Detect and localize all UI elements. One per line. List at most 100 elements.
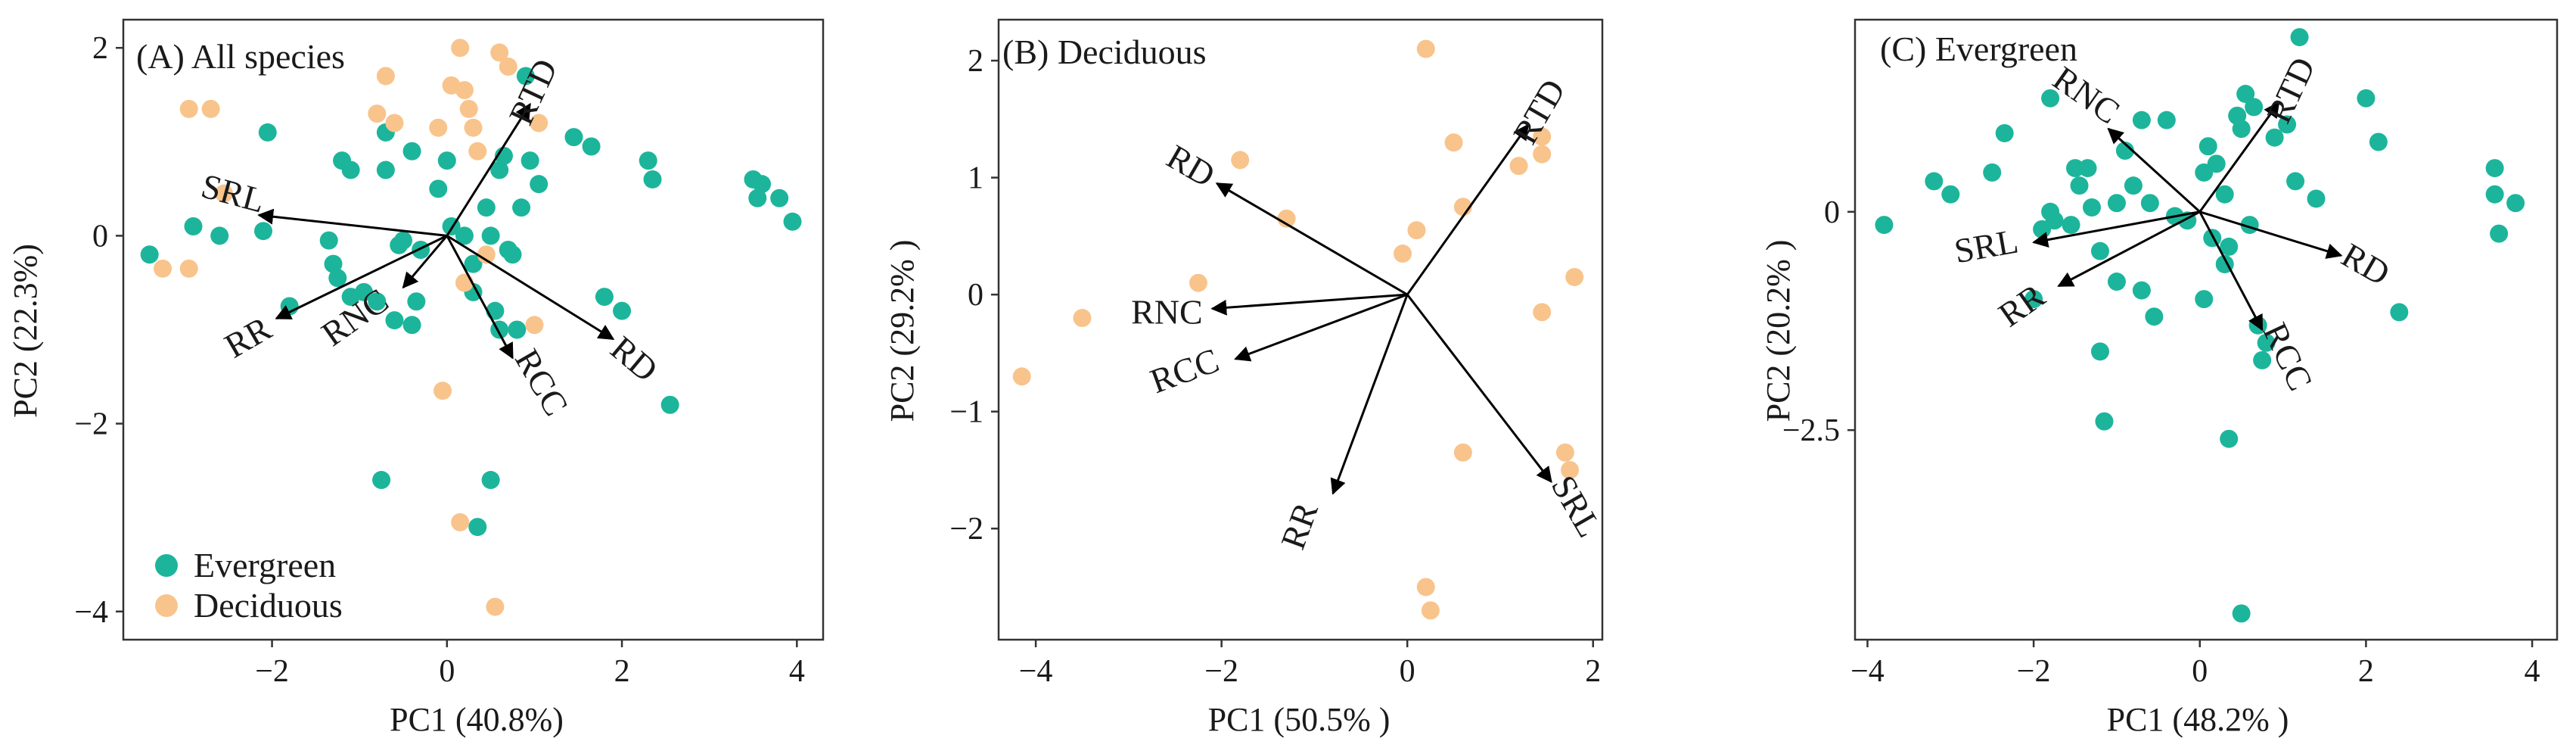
- point-evergreen: [2506, 194, 2525, 213]
- point-deciduous: [1533, 145, 1552, 164]
- y-tick-label: −2: [949, 512, 983, 547]
- point-evergreen: [1875, 216, 1894, 235]
- loading-label-rtd: RTD: [1506, 73, 1573, 151]
- point-evergreen: [2490, 224, 2509, 243]
- point-evergreen: [481, 471, 500, 490]
- point-evergreen: [564, 128, 583, 147]
- x-tick-label: −2: [255, 654, 289, 689]
- x-tick-label: 0: [439, 654, 455, 689]
- point-evergreen: [341, 160, 360, 179]
- point-deciduous: [486, 597, 505, 616]
- point-deciduous: [214, 184, 233, 203]
- x-tick-label: 0: [2192, 654, 2208, 689]
- point-evergreen: [2307, 189, 2326, 208]
- x-axis-title: PC1 (48.2% ): [2107, 701, 2289, 738]
- legend-label-evergreen: Evergreen: [194, 546, 336, 584]
- point-deciduous: [1561, 460, 1580, 479]
- x-tick-label: 2: [2358, 654, 2374, 689]
- point-deciduous: [201, 99, 220, 118]
- loading-arrow-rnc: [402, 235, 448, 289]
- point-deciduous: [1565, 267, 1584, 286]
- point-deciduous: [1509, 157, 1528, 176]
- loading-label-srl: SRL: [1951, 221, 2021, 270]
- loading-arrow-rr: [1330, 294, 1409, 495]
- point-deciduous: [1421, 601, 1440, 620]
- point-evergreen: [2220, 429, 2239, 448]
- point-evergreen: [2115, 142, 2134, 160]
- point-evergreen: [2369, 132, 2388, 151]
- loading-arrow-srl: [1406, 294, 1552, 484]
- point-deciduous: [1444, 133, 1463, 152]
- point-evergreen: [2062, 216, 2080, 235]
- point-evergreen: [2220, 237, 2239, 256]
- point-deciduous: [368, 104, 387, 123]
- y-axis-title: PC2 (29.2% ): [884, 240, 921, 422]
- point-evergreen: [385, 311, 404, 330]
- point-evergreen: [2070, 176, 2089, 195]
- loading-arrow-srl: [257, 208, 447, 237]
- point-evergreen: [770, 188, 789, 207]
- point-evergreen: [503, 245, 522, 264]
- plot-frame: [122, 18, 825, 641]
- point-deciduous: [376, 67, 395, 86]
- point-evergreen: [508, 320, 527, 339]
- point-evergreen: [2257, 333, 2276, 352]
- point-deciduous: [499, 58, 517, 76]
- point-evergreen: [394, 231, 412, 250]
- y-tick-label: 0: [968, 278, 983, 313]
- point-deciduous: [433, 382, 452, 400]
- point-evergreen: [2132, 281, 2151, 300]
- point-evergreen: [582, 137, 601, 156]
- point-deciduous: [1416, 578, 1435, 597]
- point-evergreen: [490, 160, 509, 179]
- loading-arrow-rcc: [446, 235, 514, 360]
- point-evergreen: [1995, 123, 2014, 142]
- point-evergreen: [2082, 198, 2101, 217]
- point-evergreen: [2485, 159, 2504, 178]
- x-tick-label: −4: [1019, 654, 1053, 689]
- point-evergreen: [486, 301, 505, 320]
- point-evergreen: [258, 123, 277, 142]
- point-deciduous: [1407, 221, 1426, 240]
- point-evergreen: [2024, 290, 2043, 309]
- point-evergreen: [184, 217, 203, 235]
- y-tick-label: 1: [968, 161, 983, 196]
- x-tick-label: 2: [614, 654, 630, 689]
- panel-title: (C) Evergreen: [1880, 30, 2077, 68]
- point-evergreen: [2095, 412, 2114, 431]
- point-evergreen: [2253, 351, 2272, 369]
- y-tick-label: −2.5: [1782, 413, 1840, 448]
- point-evergreen: [210, 226, 229, 245]
- point-deciduous: [1012, 367, 1031, 386]
- point-deciduous: [1277, 209, 1296, 228]
- y-tick-label: 0: [92, 219, 108, 254]
- x-tick-label: 2: [1585, 654, 1601, 689]
- loading-arrow-rr: [275, 235, 448, 319]
- point-evergreen: [2265, 128, 2284, 147]
- point-evergreen: [2195, 290, 2214, 309]
- y-axis-title: PC2 (22.3%): [7, 244, 44, 418]
- loading-arrow-rtd: [2198, 101, 2280, 213]
- point-evergreen: [407, 292, 426, 311]
- point-evergreen: [2236, 85, 2255, 104]
- point-evergreen: [748, 188, 767, 207]
- point-deciduous: [154, 259, 172, 278]
- point-evergreen: [324, 254, 343, 273]
- loading-arrow-rcc: [1234, 293, 1408, 362]
- x-tick-label: −2: [1204, 654, 1238, 689]
- legend: Evergreen Deciduous: [155, 546, 343, 625]
- point-evergreen: [2132, 111, 2151, 129]
- point-deciduous: [1453, 443, 1472, 462]
- loading-arrow-srl: [2032, 210, 2201, 248]
- point-evergreen: [2357, 89, 2376, 107]
- x-tick-label: 0: [1400, 654, 1415, 689]
- legend-label-deciduous: Deciduous: [194, 586, 343, 625]
- point-evergreen: [319, 231, 338, 250]
- loading-label-rr: RR: [1991, 276, 2052, 334]
- loading-label-rr: RR: [1273, 497, 1325, 554]
- point-evergreen: [2198, 137, 2217, 156]
- x-axis-title: PC1 (50.5% ): [1208, 701, 1391, 738]
- loading-label-rnc: RNC: [1131, 293, 1203, 332]
- point-deciduous: [468, 142, 487, 160]
